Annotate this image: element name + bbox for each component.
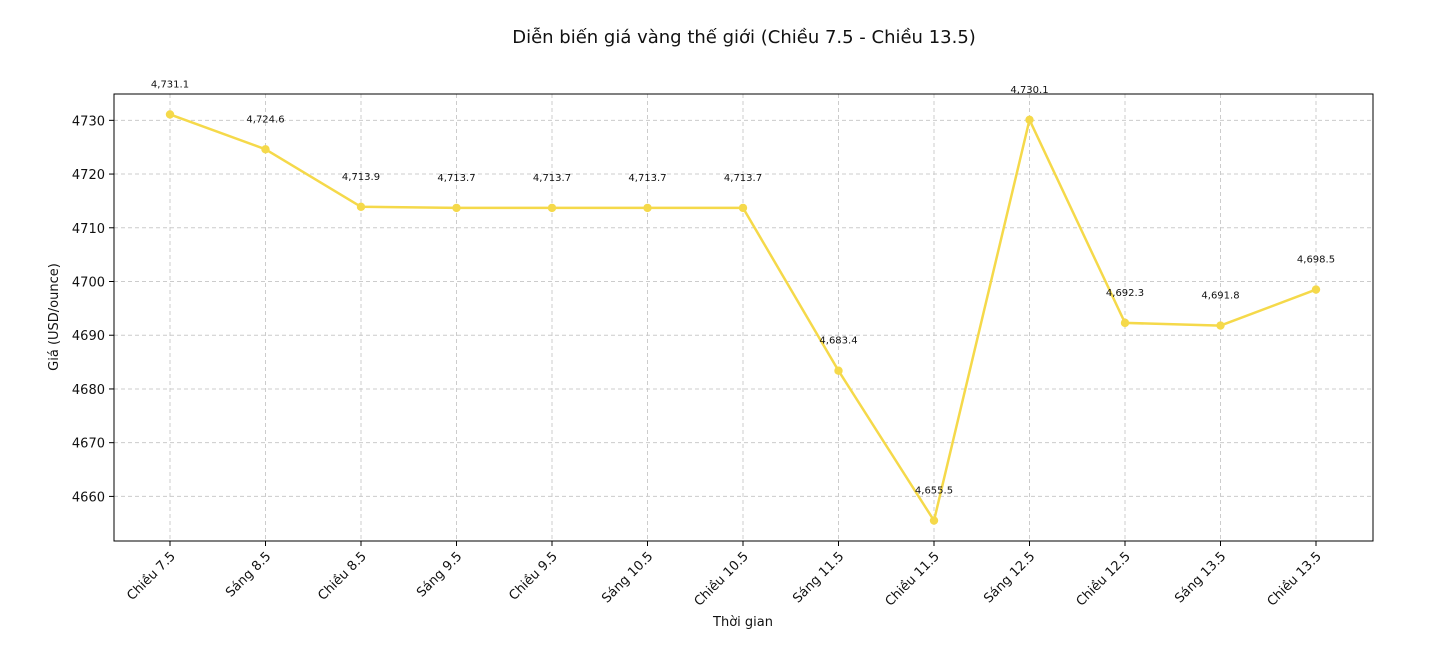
data-point <box>165 110 175 119</box>
x-tick-label: Sáng 10.5 <box>599 549 656 606</box>
x-tick-label: Chiều 10.5 <box>692 549 752 609</box>
data-point <box>643 203 652 213</box>
y-tick-label: 4720 <box>72 168 105 183</box>
x-tick-label: Chiều 11.5 <box>883 549 943 609</box>
data-point <box>547 203 557 213</box>
y-axis: 4660 4670 4680 4690 4700 4710 4720 4730 <box>72 114 114 505</box>
data-label: 4,724.6 <box>246 114 284 125</box>
data-label: 4,691.8 <box>1201 291 1239 302</box>
grid <box>114 94 1373 541</box>
data-labels: 4,731.1 4,724.6 4,713.9 4,713.7 4,713.7 4,713… <box>151 79 1335 496</box>
data-point <box>738 203 748 213</box>
y-tick-label: 4690 <box>72 329 105 344</box>
data-point <box>929 516 939 525</box>
x-tick-label: Sáng 11.5 <box>790 549 847 606</box>
data-label: 4,683.4 <box>819 336 857 347</box>
data-label: 4,713.7 <box>533 173 571 184</box>
data-point <box>1311 285 1321 294</box>
x-tick-label: Chiều 7.5 <box>124 549 178 603</box>
y-axis-label: Giá (USD/ounce) <box>47 263 62 371</box>
data-point <box>356 202 366 212</box>
y-tick-label: 4680 <box>72 383 105 398</box>
data-point <box>261 145 270 154</box>
x-axis-label: Thời gian <box>712 615 773 630</box>
data-point <box>452 203 461 213</box>
data-label: 4,713.7 <box>437 173 475 184</box>
y-tick-label: 4700 <box>72 276 105 291</box>
x-tick-label: Sáng 9.5 <box>414 549 465 600</box>
data-label: 4,713.7 <box>724 173 762 184</box>
x-tick-label: Chiều 9.5 <box>506 549 560 603</box>
chart-title: Diễn biến giá vàng thế giới (Chiều 7.5 -… <box>512 27 976 48</box>
data-label: 4,730.1 <box>1010 85 1048 96</box>
data-label: 4,655.5 <box>915 486 953 497</box>
data-point <box>834 366 843 375</box>
x-tick-label: Chiều 8.5 <box>315 549 369 603</box>
data-point <box>1216 321 1225 330</box>
x-tick-label: Chiều 13.5 <box>1265 549 1325 609</box>
data-points <box>165 110 1321 525</box>
x-tick-label: Sáng 12.5 <box>981 549 1038 606</box>
data-label: 4,698.5 <box>1297 255 1335 266</box>
x-tick-label: Sáng 8.5 <box>223 549 274 600</box>
x-axis: Chiều 7.5 Sáng 8.5 Chiều 8.5 Sáng 9.5 Chiều … <box>124 541 1325 610</box>
y-tick-label: 4660 <box>72 490 105 505</box>
data-point <box>1025 115 1034 124</box>
y-tick-label: 4730 <box>72 114 105 129</box>
y-tick-label: 4710 <box>72 222 105 237</box>
x-tick-label: Chiều 12.5 <box>1074 549 1134 609</box>
data-label: 4,731.1 <box>151 79 189 90</box>
data-label: 4,713.7 <box>628 173 666 184</box>
data-point <box>1120 318 1130 328</box>
data-label: 4,713.9 <box>342 172 380 183</box>
data-label: 4,692.3 <box>1106 288 1144 299</box>
x-tick-label: Sáng 13.5 <box>1172 549 1229 606</box>
y-tick-label: 4670 <box>72 437 105 452</box>
